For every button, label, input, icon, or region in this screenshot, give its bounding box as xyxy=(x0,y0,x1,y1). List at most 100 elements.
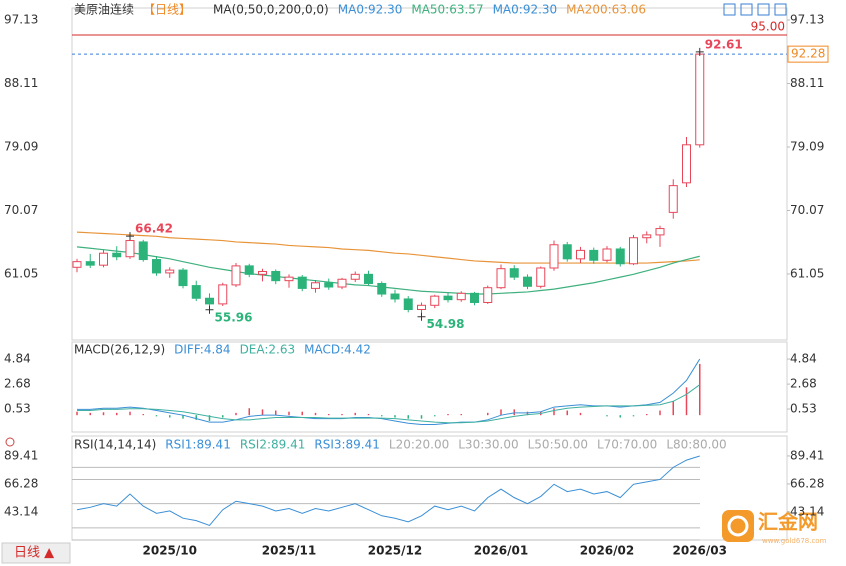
y-tick-label: 4.84 xyxy=(4,352,31,366)
legend-item: MA200:63.06 xyxy=(566,3,646,17)
y-tick-label: 97.13 xyxy=(790,13,824,27)
candle-body xyxy=(85,261,95,266)
tool-icon[interactable] xyxy=(723,3,736,16)
period-button-text[interactable]: 日线 ▲ xyxy=(14,546,54,561)
candle-body xyxy=(576,249,585,260)
candle-body xyxy=(390,293,400,300)
candle-body xyxy=(138,241,148,261)
toolbar[interactable] xyxy=(723,3,787,16)
legend-item: L70:70.00 xyxy=(597,438,657,452)
legend-item: RSI1:89.41 xyxy=(165,438,231,452)
candle-body xyxy=(443,295,453,301)
candle-body xyxy=(218,284,228,305)
legend-item: RSI3:89.41 xyxy=(314,438,380,452)
candle-body xyxy=(165,269,175,274)
y-tick-label: 4.84 xyxy=(790,352,817,366)
rsi-panel xyxy=(71,435,788,541)
extreme-label: 66.42 xyxy=(135,222,173,236)
x-tick-label: 2025/12 xyxy=(368,544,422,558)
candle-body xyxy=(205,297,214,305)
legend-item: MACD(26,12,9) xyxy=(74,343,165,357)
legend-item: MA0:92.30 xyxy=(338,3,403,17)
legend-item: RSI2:89.41 xyxy=(240,438,306,452)
tool-icon[interactable] xyxy=(774,3,787,16)
extreme-marker xyxy=(417,312,426,321)
legend-item: DIFF:4.84 xyxy=(174,343,230,357)
legend-item: MA50:63.57 xyxy=(411,3,483,17)
y-tick-label: 89.41 xyxy=(790,448,824,462)
candle-body xyxy=(682,144,691,184)
candle-body xyxy=(271,271,281,282)
candle-body xyxy=(377,282,387,295)
candle-body xyxy=(112,252,122,258)
candle-body xyxy=(350,273,360,280)
y-tick-label: 43.14 xyxy=(790,504,824,518)
candle-body xyxy=(483,287,493,303)
candle-body xyxy=(509,268,519,278)
reference-label: 95.00 xyxy=(751,19,785,33)
candle-body xyxy=(152,259,161,274)
legend-item: L30:30.00 xyxy=(458,438,518,452)
y-tick-label: 66.28 xyxy=(790,476,824,490)
candle-body xyxy=(695,53,705,146)
y-tick-label: 2.68 xyxy=(4,377,31,391)
candle-body xyxy=(324,282,334,288)
y-tick-label: 61.05 xyxy=(790,266,824,280)
logo xyxy=(722,510,754,542)
candle-body xyxy=(602,248,612,261)
candle-body xyxy=(470,292,479,303)
candle-body xyxy=(231,265,241,286)
tool-icon[interactable] xyxy=(757,3,770,16)
candle-body xyxy=(72,261,82,268)
y-tick-label: 89.41 xyxy=(4,448,38,462)
legend-item: RSI(14,14,14) xyxy=(74,438,156,452)
candle-body xyxy=(403,298,413,311)
series-line xyxy=(77,384,701,424)
candle-body xyxy=(668,185,678,213)
candle-body xyxy=(589,249,599,261)
y-tick-label: 0.53 xyxy=(790,402,817,416)
legend-item: MACD:4.42 xyxy=(304,343,371,357)
candle-body xyxy=(178,269,188,287)
extreme-marker xyxy=(695,47,704,56)
last-price-box xyxy=(787,45,829,63)
watermark-url: www.gold678.com xyxy=(762,537,827,545)
y-tick-label: 43.14 xyxy=(4,504,38,518)
candle-body xyxy=(191,285,201,299)
y-tick-label: 2.68 xyxy=(790,377,817,391)
tool-icon[interactable] xyxy=(740,3,753,16)
candle-body xyxy=(456,292,466,301)
extreme-label: 54.98 xyxy=(427,317,465,331)
candle-body xyxy=(562,244,572,260)
candle-body xyxy=(99,252,108,266)
candle-body xyxy=(642,234,652,239)
legend-item: L20:20.00 xyxy=(389,438,449,452)
candle-body xyxy=(523,276,532,287)
candle-body xyxy=(297,276,307,289)
candle-body xyxy=(536,267,546,287)
legend-item: L80:80.00 xyxy=(666,438,726,452)
candle-body xyxy=(311,282,320,289)
watermark: 汇金网 xyxy=(758,510,818,534)
extreme-marker xyxy=(205,305,214,314)
legend-item: 【日线】 xyxy=(143,3,191,17)
period-button[interactable] xyxy=(1,542,71,564)
candle-body xyxy=(430,295,440,306)
legend-item: DEA:2.63 xyxy=(240,343,296,357)
macd-panel xyxy=(71,341,788,433)
candle-body xyxy=(629,237,638,265)
legend-item: 美原油连续 xyxy=(74,2,134,17)
candle-body xyxy=(496,268,506,289)
candle-body xyxy=(417,304,426,311)
y-tick-label: 97.13 xyxy=(4,13,38,27)
y-tick-label: 70.07 xyxy=(790,203,824,217)
series-line xyxy=(76,246,700,295)
extreme-label: 55.96 xyxy=(215,310,253,324)
indicator-icon[interactable] xyxy=(5,437,15,447)
candle-body xyxy=(549,244,559,269)
x-tick-label: 2026/03 xyxy=(673,544,727,558)
logo-mark xyxy=(727,515,749,537)
extreme-marker xyxy=(126,232,134,241)
y-tick-label: 70.07 xyxy=(4,203,38,217)
